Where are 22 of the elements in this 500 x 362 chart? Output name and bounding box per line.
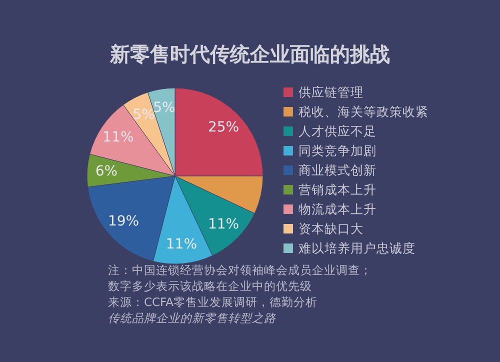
data-label: 25% bbox=[208, 119, 240, 136]
source-note: 来源：CCFA零售业发展调研，德勤分析 bbox=[108, 295, 318, 309]
legend-label: 难以培养用户忠诚度 bbox=[298, 240, 416, 256]
data-label: 11% bbox=[102, 129, 134, 146]
legend-label: 税收、海关等政策收紧 bbox=[298, 104, 428, 119]
legend-label: 人才供应不足 bbox=[298, 123, 376, 138]
legend-label: 资本缺口大 bbox=[298, 220, 364, 236]
data-label: 19% bbox=[108, 213, 140, 230]
text: 注：中国连锁经营协会对领袖峰会成员企业调查； bbox=[108, 263, 372, 277]
data-label: 5% bbox=[132, 106, 155, 123]
data-label: 11% bbox=[166, 236, 198, 252]
text: 传统品牌企业的新零售转型之路 bbox=[108, 311, 276, 325]
chart-title: 新零售时代传统企业面临的挑战 bbox=[109, 42, 390, 66]
legend-label: 同类竞争加剧 bbox=[298, 142, 376, 158]
data-label: 6% bbox=[95, 164, 118, 180]
legend-label: 供应链管理 bbox=[298, 84, 364, 100]
legend-label: 商业模式创新 bbox=[298, 162, 376, 178]
legend-label: 物流成本上升 bbox=[298, 201, 376, 216]
legend-label: 营销成本上升 bbox=[298, 182, 376, 197]
data-label: 11% bbox=[208, 216, 240, 233]
text: 数字多少表示该战略在企业中的优先级 bbox=[108, 279, 312, 293]
data-label: 5% bbox=[153, 100, 176, 116]
